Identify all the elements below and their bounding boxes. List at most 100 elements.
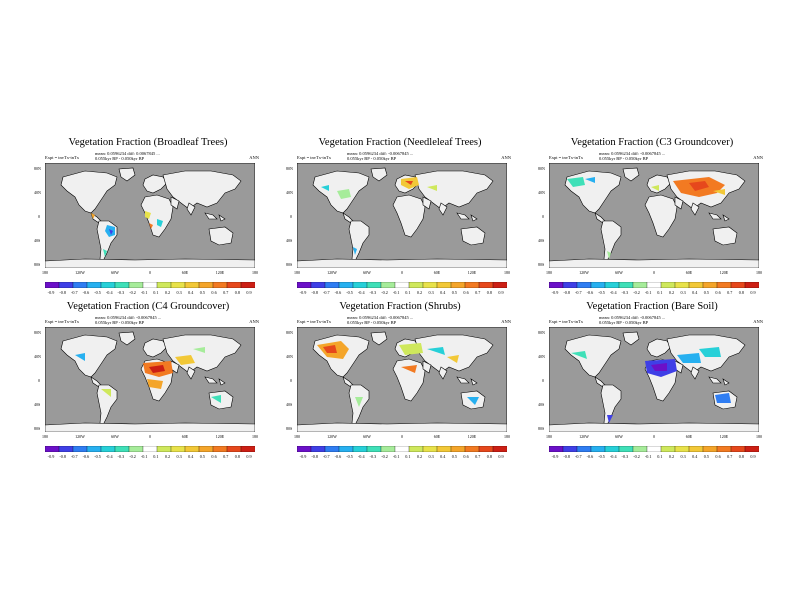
color-scale-labels: -0.9 -0.8 -0.7 -0.6 -0.5 -0.4 -0.3 -0.2 -0.1 0.1 0…	[45, 454, 255, 462]
color-scale-label: -0.8	[59, 290, 66, 295]
color-scale-cell	[562, 282, 578, 288]
panel-season: ANN	[501, 155, 511, 160]
color-scale-cell	[58, 282, 74, 288]
color-scale-label: -0.1	[140, 290, 148, 295]
color-scale-label: 0.1	[153, 290, 159, 295]
map-panel-c3-groundcover: Vegetation Fraction (C3 Groundcover) mea…	[537, 137, 767, 317]
color-scale-label: -0.1	[392, 290, 400, 295]
panel-experiment: Expt = tnvTx-tnTx	[549, 319, 584, 324]
color-scale-cell	[297, 446, 312, 452]
color-scale-cell	[450, 282, 466, 288]
color-scale-label: 0.2	[416, 454, 423, 459]
color-scale-label: -0.4	[105, 290, 113, 295]
color-scale-cell	[436, 446, 452, 452]
panel-stats: mean: 0.0596234 diff: -0.0067845 ... 0.05…	[599, 315, 666, 325]
color-scale-labels: -0.9 -0.8 -0.7 -0.6 -0.5 -0.4 -0.3 -0.2 -0.1 0.1 0…	[549, 454, 759, 462]
color-scale-label: 0.3	[176, 290, 182, 295]
color-scale-label: 0.5	[703, 454, 710, 459]
color-scale-label: -0.7	[70, 290, 78, 295]
color-scale-cell	[198, 282, 214, 288]
color-scale-label: 0.9	[246, 454, 252, 459]
color-scale-label: 0.7	[223, 454, 229, 459]
color-scale-cell	[352, 282, 368, 288]
color-scale-label: 0.4	[440, 454, 446, 459]
color-scale-label: 0.8	[738, 290, 744, 295]
color-scale-label: 0.3	[428, 454, 434, 459]
color-scale-label: 0.7	[727, 454, 733, 459]
color-scale-cell	[86, 446, 102, 452]
color-scale-labels: -0.9 -0.8 -0.7 -0.6 -0.5 -0.4 -0.3 -0.2 -0.1 0.1 0…	[297, 454, 507, 462]
color-scale-label: -0.4	[357, 290, 365, 295]
color-scale-label: -0.6	[586, 290, 594, 295]
map-panel-bare-soil: Vegetation Fraction (Bare Soil) mean: 0.…	[537, 301, 767, 481]
color-scale-label: -0.5	[94, 454, 101, 459]
color-scale-label: 0.2	[164, 290, 171, 295]
color-scale-label: -0.6	[82, 290, 90, 295]
color-scale-label: -0.2	[633, 454, 640, 459]
panel-experiment: Expt = tnvTx-tnTx	[45, 155, 80, 160]
color-scale-label: 0.3	[680, 290, 686, 295]
map-panel-needleleaf-trees: Vegetation Fraction (Needleleaf Trees) m…	[285, 137, 515, 317]
color-scale-label: 0.2	[668, 290, 675, 295]
color-scale-label: -0.7	[322, 454, 330, 459]
color-scale-cell	[240, 446, 255, 452]
color-scale-label: -0.5	[598, 290, 605, 295]
color-scale-label: 0.9	[498, 454, 504, 459]
color-scale-cell	[674, 282, 690, 288]
color-scale-cell	[478, 282, 494, 288]
color-scale-cell	[226, 282, 242, 288]
anomaly-overlay	[317, 341, 479, 407]
color-scale-cell	[128, 446, 144, 452]
color-scale-cell	[324, 446, 340, 452]
color-scale-cell	[646, 446, 662, 452]
color-scale-label: 0.1	[657, 454, 663, 459]
color-scale-labels: -0.9 -0.8 -0.7 -0.6 -0.5 -0.4 -0.3 -0.2 -0.1 0.1 0…	[297, 290, 507, 298]
map-panel-broadleaf-trees: Vegetation Fraction (Broadleaf Trees) me…	[33, 137, 263, 317]
color-scale-label: 0.3	[428, 290, 434, 295]
panel-season: ANN	[753, 319, 763, 324]
map-panel-shrubs: Vegetation Fraction (Shrubs) mean: 0.059…	[285, 301, 515, 481]
color-scale-label: -0.9	[551, 454, 559, 459]
color-scale-label: -0.7	[322, 290, 330, 295]
color-scale-label: -0.4	[609, 290, 617, 295]
color-scale-cell	[366, 446, 382, 452]
color-scale-cell	[198, 446, 214, 452]
color-scale-label: -0.9	[299, 290, 307, 295]
color-scale-label: 0.6	[715, 290, 721, 295]
color-scale-labels: -0.9 -0.8 -0.7 -0.6 -0.5 -0.4 -0.3 -0.2 -0.1 0.1 0…	[549, 290, 759, 298]
panel-season: ANN	[249, 319, 259, 324]
longitude-labels: 180 120W 60W 0 60E 120E 180	[546, 434, 762, 439]
color-scale-cell	[240, 282, 255, 288]
color-scale-label: -0.3	[117, 454, 125, 459]
color-scale-cell	[212, 282, 228, 288]
color-scale-cell	[730, 282, 746, 288]
color-scale-cell	[338, 282, 354, 288]
color-scale-cell	[549, 282, 564, 288]
color-scale-label: 0.1	[405, 290, 411, 295]
color-scale-label: -0.1	[644, 290, 652, 295]
color-scale-bar	[297, 446, 507, 452]
color-scale-cell	[632, 282, 648, 288]
color-scale-label: -0.6	[334, 454, 342, 459]
color-scale-cell	[366, 282, 382, 288]
panel-experiment: Expt = tnvTx-tnTx	[45, 319, 80, 324]
world-map	[45, 327, 255, 432]
color-scale-cell	[688, 282, 704, 288]
color-scale-cell	[478, 446, 494, 452]
color-scale-cell	[464, 446, 480, 452]
anomaly-overlay	[571, 347, 731, 423]
color-scale-label: 0.7	[475, 290, 481, 295]
color-scale-label: -0.6	[586, 454, 594, 459]
longitude-labels: 180 120W 60W 0 60E 120E 180	[42, 434, 258, 439]
color-scale-label: -0.2	[633, 290, 640, 295]
color-scale-label: -0.2	[129, 290, 136, 295]
color-scale-label: 0.1	[405, 454, 411, 459]
color-scale-cell	[660, 282, 676, 288]
color-scale-cell	[142, 446, 158, 452]
panel-title: Vegetation Fraction (C4 Groundcover)	[66, 301, 230, 312]
color-scale-label: -0.8	[563, 290, 570, 295]
color-scale-cell	[702, 446, 718, 452]
panel-stats: mean: 0.0596234 diff: -0.0067845 ... 0.05…	[95, 315, 162, 325]
color-scale-cell	[716, 446, 732, 452]
color-scale-cell	[72, 446, 88, 452]
